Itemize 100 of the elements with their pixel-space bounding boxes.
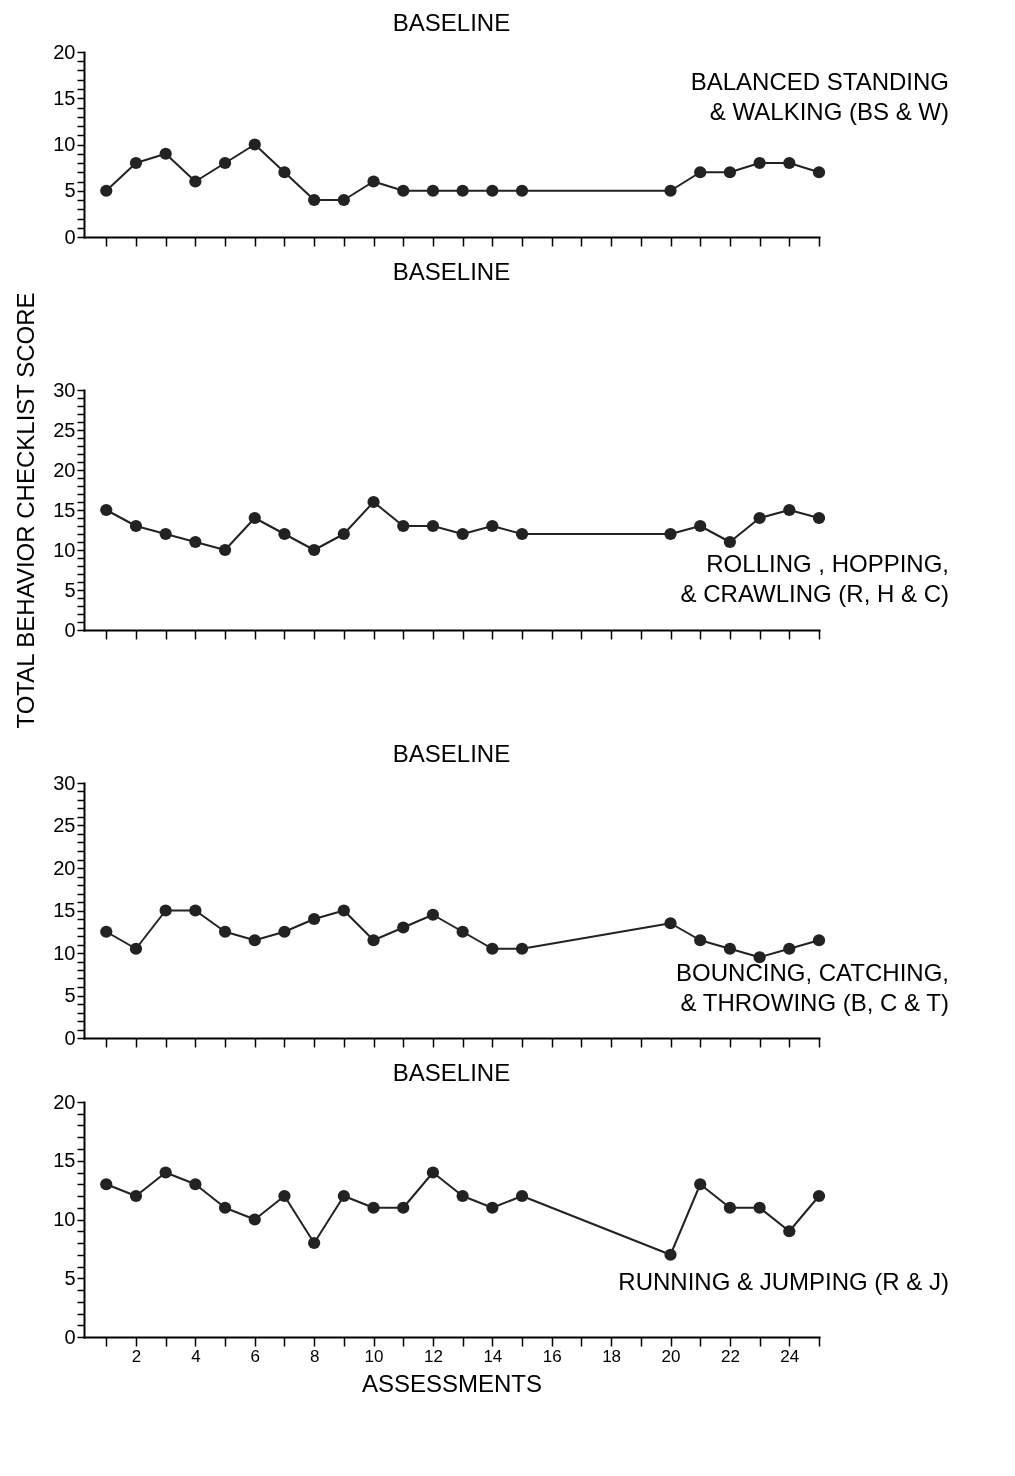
point <box>486 1201 499 1214</box>
x-tick-label: 14 <box>483 1346 503 1366</box>
x-tick-label: 18 <box>602 1346 622 1366</box>
point <box>515 527 529 541</box>
y-tick-label: 20 <box>53 458 76 481</box>
point <box>278 925 291 938</box>
point <box>159 527 172 541</box>
point <box>367 495 380 509</box>
point <box>486 184 499 197</box>
x-tick-label: 20 <box>661 1346 681 1366</box>
y-tick-label: 15 <box>53 899 76 921</box>
point <box>159 904 172 917</box>
point <box>664 184 677 197</box>
point <box>456 184 469 197</box>
point <box>248 138 261 151</box>
point <box>783 503 796 517</box>
point <box>783 942 796 955</box>
point <box>367 1201 380 1214</box>
y-tick-label: 10 <box>53 1208 76 1230</box>
point <box>308 912 321 926</box>
point <box>515 184 529 197</box>
point <box>248 511 261 525</box>
point <box>308 1236 321 1250</box>
point <box>248 934 261 947</box>
point <box>456 925 469 938</box>
point <box>100 1178 113 1191</box>
y-tick-label: 30 <box>53 771 76 794</box>
y-tick-label: 5 <box>64 578 76 601</box>
point <box>189 1178 202 1191</box>
annotation: ROLLING , HOPPING, & CRAWLING (R, H & C) <box>680 550 949 608</box>
point <box>812 511 826 525</box>
point <box>486 519 499 533</box>
x-tick-label: 12 <box>423 1346 443 1366</box>
point <box>337 193 350 207</box>
point <box>308 193 321 207</box>
point <box>278 527 291 541</box>
point <box>337 1189 350 1203</box>
point <box>664 917 677 930</box>
point <box>664 527 677 541</box>
point <box>723 1201 737 1214</box>
x-tick-label: 22 <box>720 1346 740 1366</box>
point <box>753 511 766 525</box>
point <box>129 156 143 170</box>
y-tick-label: 15 <box>53 498 76 521</box>
y-tick-label: 0 <box>64 618 76 641</box>
point <box>515 1189 529 1203</box>
point <box>218 543 232 557</box>
point <box>100 925 113 938</box>
point <box>218 925 232 938</box>
x-tick-label: 2 <box>131 1346 142 1366</box>
point <box>397 184 410 197</box>
x-axis-title: ASSESSMENTS <box>361 1369 543 1397</box>
point <box>426 184 440 197</box>
annotation: BALANCED STANDING & WALKING (BS & W) <box>690 67 949 125</box>
point <box>515 942 529 955</box>
point <box>308 543 321 557</box>
point <box>129 1189 143 1203</box>
x-tick-label: 24 <box>780 1346 800 1366</box>
point <box>189 535 202 549</box>
y-tick-label: 0 <box>64 1325 76 1348</box>
point <box>189 175 202 188</box>
point <box>812 166 826 179</box>
y-tick-label: 5 <box>64 1266 76 1289</box>
y-tick-label: 20 <box>53 1090 76 1113</box>
point <box>159 147 172 160</box>
y-tick-label: 15 <box>53 1149 76 1172</box>
point <box>426 908 440 921</box>
point <box>694 166 707 179</box>
point <box>812 1189 826 1203</box>
point <box>397 519 410 533</box>
point <box>367 175 380 188</box>
point <box>100 184 113 197</box>
y-tick-label: 0 <box>64 225 76 248</box>
point <box>218 1201 232 1214</box>
point <box>129 942 143 955</box>
point <box>694 519 707 533</box>
point <box>486 942 499 955</box>
annotation: BOUNCING, CATCHING, & THROWING (B, C & T) <box>676 958 949 1016</box>
point <box>397 921 410 934</box>
x-tick-label: 6 <box>250 1346 260 1366</box>
point <box>278 1189 291 1203</box>
y-tick-label: 10 <box>53 941 76 964</box>
y-tick-label: 0 <box>64 1026 76 1049</box>
chart-title: BASELINE <box>392 9 511 36</box>
annotation: RUNNING & JUMPING (R & J) <box>618 1268 949 1296</box>
point <box>426 519 440 533</box>
point <box>723 166 737 179</box>
point <box>723 535 737 549</box>
point <box>812 934 826 947</box>
point <box>723 942 737 955</box>
y-tick-label: 25 <box>53 418 76 441</box>
y-tick-label: 10 <box>53 133 76 155</box>
y-tick-label: 5 <box>64 179 76 202</box>
point <box>100 503 113 517</box>
y-tick-label: 25 <box>53 814 76 836</box>
point <box>337 904 350 917</box>
x-tick-label: 10 <box>364 1346 384 1366</box>
point <box>367 934 380 947</box>
y-tick-label: 30 <box>53 378 76 401</box>
point <box>189 904 202 917</box>
